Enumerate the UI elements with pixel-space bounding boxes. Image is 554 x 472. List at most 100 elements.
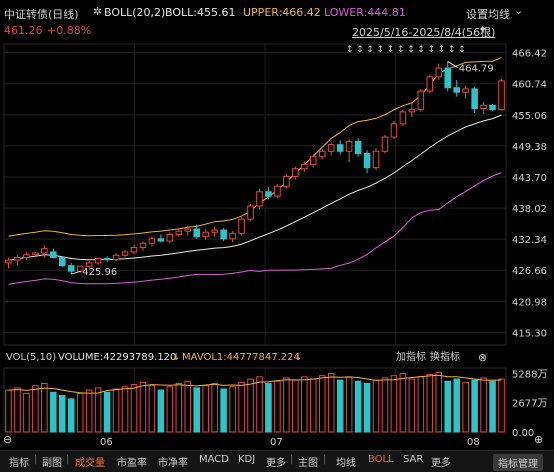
x-tick-label: 07 — [270, 437, 283, 448]
high-marker-line — [447, 61, 458, 68]
toolbar-boll[interactable]: BOLL — [368, 454, 394, 465]
volume-bar — [130, 384, 138, 433]
volume-bar — [256, 376, 263, 433]
candle-body — [85, 262, 93, 267]
chart-header: 中证转债(日线) ✲ BOLL(20,2) BOLL:455.61 UPPER:… — [0, 0, 554, 44]
volume-bar — [211, 382, 218, 433]
toolbar-macd[interactable]: MACD — [199, 454, 229, 465]
candle-body — [184, 228, 192, 232]
candle-body — [229, 232, 236, 240]
instrument-title[interactable]: 中证转债(日线) — [4, 8, 79, 21]
add-indicator-button[interactable]: 加指标 — [396, 350, 426, 363]
volume-bar — [444, 380, 452, 433]
mavol-value: MAVOL1:44777847.224 — [182, 352, 300, 363]
event-marker-icon: ↕ — [417, 45, 425, 55]
candle-body — [121, 251, 129, 256]
volume-bar — [435, 371, 443, 433]
volume-bar — [265, 382, 272, 433]
volume-bar — [184, 380, 192, 433]
price-tick-label: 438.02 — [512, 204, 547, 215]
volume-bar — [363, 382, 371, 433]
candle-body — [435, 67, 443, 78]
toolbar-sar[interactable]: SAR — [403, 454, 424, 465]
volume-bar — [471, 379, 478, 433]
volume-bar — [498, 378, 505, 433]
volume-title: VOL(5,10) — [6, 352, 56, 363]
price-panel-frame — [3, 43, 507, 346]
candle-body — [471, 88, 478, 110]
toolbar-more-main[interactable]: 更多 — [431, 458, 451, 469]
change-value: +0.88% — [47, 24, 92, 37]
volume-bar — [41, 382, 48, 433]
toolbar-indicator[interactable]: 指标 — [9, 458, 29, 469]
volume-bar — [32, 385, 39, 433]
volume-tick-label: 0.00 — [512, 428, 534, 439]
candle-body — [58, 256, 66, 267]
volume-bar — [139, 381, 147, 433]
zoom-in-icon[interactable]: ⊕ — [534, 433, 543, 446]
mavol-down-arrow-icon: ↓ — [294, 352, 302, 363]
volume-bar — [76, 392, 84, 433]
settings-ma-link[interactable]: 设置均线 — [466, 8, 510, 21]
toolbar-pe[interactable]: 市盈率 — [117, 458, 147, 469]
volume-bar — [229, 386, 236, 433]
switch-indicator-button[interactable]: 换指标 — [430, 350, 460, 363]
event-marker-icon: ↕ — [397, 45, 405, 55]
candle-body — [336, 144, 344, 152]
volume-bar — [354, 380, 362, 433]
pin-icon[interactable]: ✦ — [478, 23, 488, 36]
volume-bar — [283, 377, 290, 433]
chevron-down-icon[interactable]: ⌄ — [514, 4, 524, 17]
volume-bar — [23, 392, 30, 433]
event-marker-icon: ↕ — [438, 45, 446, 55]
candle-body — [327, 144, 335, 152]
close-icon[interactable]: ⊗ — [478, 351, 487, 364]
price-tick-label: 420.98 — [512, 297, 547, 308]
x-tick-label: 08 — [467, 437, 480, 448]
toolbar-more-sub[interactable]: 更多 — [266, 458, 286, 469]
candle-body — [489, 104, 496, 111]
candle-body — [283, 175, 290, 187]
candle-body — [462, 88, 469, 93]
event-marker-icon: ↕ — [366, 45, 374, 55]
event-marker-icon: ↕ — [458, 45, 466, 55]
toolbar-ma[interactable]: 均线 — [336, 458, 356, 469]
toolbar-subchart[interactable]: 副图 — [42, 458, 62, 469]
toolbar-kdj[interactable]: KDJ — [238, 454, 256, 465]
settings-gear-icon[interactable]: ✲ — [93, 5, 103, 18]
toolbar-divider: | — [323, 454, 327, 465]
mavol-line — [8, 374, 502, 394]
volume-bar — [274, 380, 281, 433]
candle-body — [50, 251, 57, 258]
candle-body — [247, 205, 254, 220]
price-tick-label: 449.38 — [512, 142, 547, 153]
chart-canvas[interactable]: 466.42 460.74 455.06 449.38 443.70 438.02 432.… — [0, 0, 554, 450]
volume-bar — [121, 386, 129, 433]
candle-body — [444, 67, 452, 89]
candle-body — [94, 258, 102, 264]
price-tick-label: 432.34 — [512, 235, 547, 246]
volume-bar — [408, 378, 416, 433]
volume-bar — [426, 374, 434, 433]
volume-bar — [318, 375, 326, 433]
candle-body — [390, 123, 398, 138]
toolbar-volume[interactable]: 成交量 — [75, 458, 105, 469]
candle-body — [408, 109, 416, 113]
toolbar-main[interactable]: 主图 — [298, 458, 318, 469]
toolbar-divider: | — [66, 454, 70, 465]
candle-body — [41, 248, 48, 254]
low-annotation: 425.96 — [82, 267, 117, 278]
volume-bar — [238, 381, 245, 433]
volume-bar — [489, 380, 496, 433]
candle-body — [130, 247, 138, 253]
price-tick-label: 466.42 — [512, 49, 547, 60]
event-marker-icon: ↕ — [387, 45, 395, 55]
volume-bar — [157, 389, 165, 433]
toolbar-indicator-manage[interactable]: 指标管理 — [493, 454, 543, 471]
indicator-name[interactable]: BOLL(20,2) — [104, 6, 166, 19]
toolbar-pb[interactable]: 市净率 — [158, 458, 188, 469]
candle-body — [363, 152, 371, 169]
boll-value: BOLL:455.61 — [165, 6, 236, 19]
zoom-out-icon[interactable]: ⊖ — [3, 433, 12, 446]
candle-body — [417, 90, 425, 111]
